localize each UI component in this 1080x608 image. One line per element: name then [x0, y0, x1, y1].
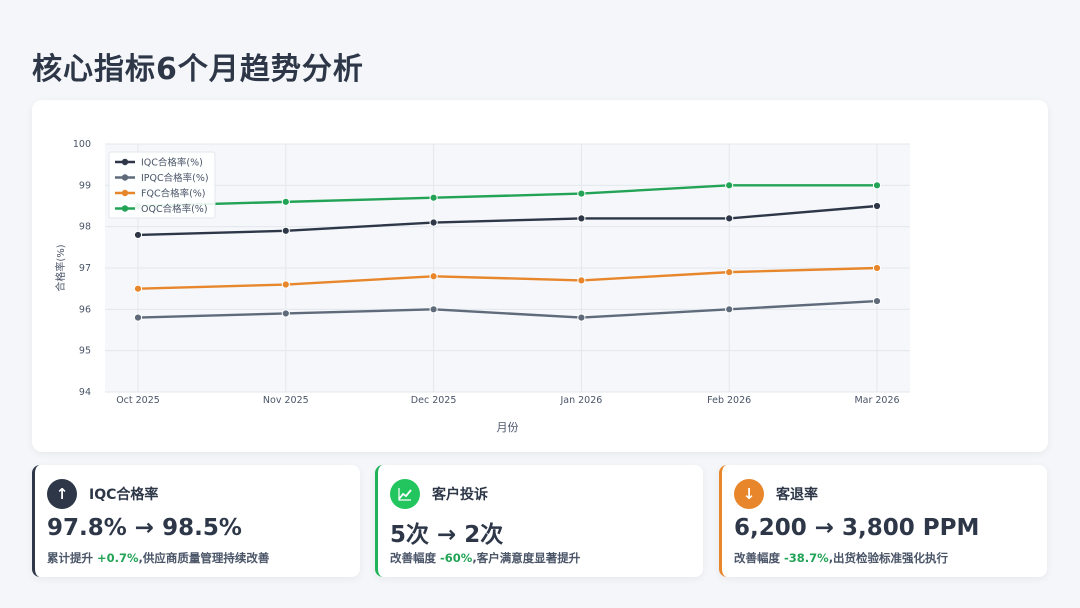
- data-point: [577, 276, 586, 285]
- page-title: 核心指标6个月趋势分析: [32, 52, 364, 87]
- data-point: [429, 305, 438, 314]
- legend-label: IQC合格率(%): [141, 157, 203, 169]
- series-line-3: [137, 184, 877, 208]
- series-line-1: [137, 299, 878, 319]
- y-tick-label: 94: [79, 387, 91, 398]
- data-point: [429, 218, 438, 227]
- kpi-value: 6,200 → 3,800 PPM: [734, 515, 980, 541]
- legend-marker: [121, 174, 129, 181]
- y-tick-label: 100: [73, 139, 91, 150]
- kpi-change: -60%: [440, 551, 473, 565]
- x-tick-label: Mar 2026: [854, 395, 899, 406]
- data-point: [577, 214, 586, 223]
- y-tick-label: 98: [79, 222, 91, 233]
- x-tick-label: Nov 2025: [263, 395, 309, 406]
- data-point: [872, 201, 882, 211]
- legend-label: FQC合格率(%): [141, 188, 206, 200]
- data-point: [725, 214, 734, 223]
- data-point: [133, 313, 143, 322]
- data-point: [872, 296, 882, 306]
- x-tick-label: Oct 2025: [116, 395, 160, 406]
- data-point: [281, 197, 290, 206]
- kpi-change: -38.7%: [784, 551, 829, 565]
- trend-chart-card: 94 95 96 97 98 99 100 Oct 2025 Nov 2025 Dec 2025 J…: [32, 100, 1048, 452]
- data-point: [725, 181, 734, 190]
- data-point: [429, 193, 438, 202]
- x-tick-label: Feb 2026: [707, 395, 751, 406]
- data-point: [872, 263, 882, 273]
- legend-box: [108, 151, 216, 219]
- y-tick-label: 96: [79, 304, 91, 315]
- kpi-card-returns: ↓ 客退率 6,200 → 3,800 PPM 改善幅度 -38.7%,出货检验…: [719, 465, 1047, 577]
- y-tick-label: 95: [79, 346, 91, 357]
- kpi-value: 97.8% → 98.5%: [47, 515, 242, 541]
- kpi-label: 客户投诉: [432, 487, 488, 503]
- data-point: [872, 181, 882, 190]
- data-point: [281, 226, 290, 235]
- x-tick-label: Dec 2025: [411, 395, 457, 406]
- kpi-note: 改善幅度 -60%,客户满意度显著提升: [390, 551, 581, 565]
- data-point: [725, 305, 734, 314]
- data-point: [577, 189, 586, 198]
- data-point: [133, 284, 143, 293]
- arrow-up-icon: ↑: [47, 479, 77, 509]
- y-tick-label: 97: [79, 263, 91, 274]
- trend-line-chart: 94 95 96 97 98 99 100 Oct 2025 Nov 2025 Dec 2025 J…: [54, 139, 910, 434]
- y-tick-label: 99: [79, 180, 91, 191]
- x-axis-label: 月份: [497, 421, 519, 434]
- kpi-label: IQC合格率: [89, 487, 159, 503]
- kpi-card-complaints: 客户投诉 5次 → 2次 改善幅度 -60%,客户满意度显著提升: [375, 465, 703, 577]
- data-point: [133, 230, 143, 240]
- kpi-note: 累计提升 +0.7%,供应商质量管理持续改善: [47, 551, 270, 565]
- kpi-card-iqc: ↑ IQC合格率 97.8% → 98.5% 累计提升 +0.7%,供应商质量管…: [32, 465, 360, 577]
- data-point: [725, 268, 734, 277]
- legend-marker: [121, 158, 129, 166]
- x-tick-label: Jan 2026: [559, 395, 602, 406]
- legend-marker: [121, 189, 129, 197]
- kpi-value: 5次 → 2次: [390, 522, 504, 548]
- legend-label: IPQC合格率(%): [141, 172, 209, 184]
- data-point: [281, 309, 290, 318]
- kpi-change: +0.7%: [97, 551, 139, 565]
- legend-label: OQC合格率(%): [141, 203, 208, 215]
- arrow-down-icon: ↓: [734, 479, 764, 509]
- series-line-2: [137, 266, 878, 290]
- data-point: [577, 313, 586, 322]
- series-line-0: [137, 204, 878, 237]
- data-point: [281, 280, 290, 289]
- data-point: [429, 272, 438, 281]
- kpi-label: 客退率: [776, 487, 818, 503]
- kpi-note: 改善幅度 -38.7%,出货检验标准强化执行: [734, 551, 949, 565]
- y-axis-label: 合格率(%): [54, 244, 67, 291]
- legend-marker: [121, 205, 129, 212]
- chart-line-icon: [390, 479, 420, 509]
